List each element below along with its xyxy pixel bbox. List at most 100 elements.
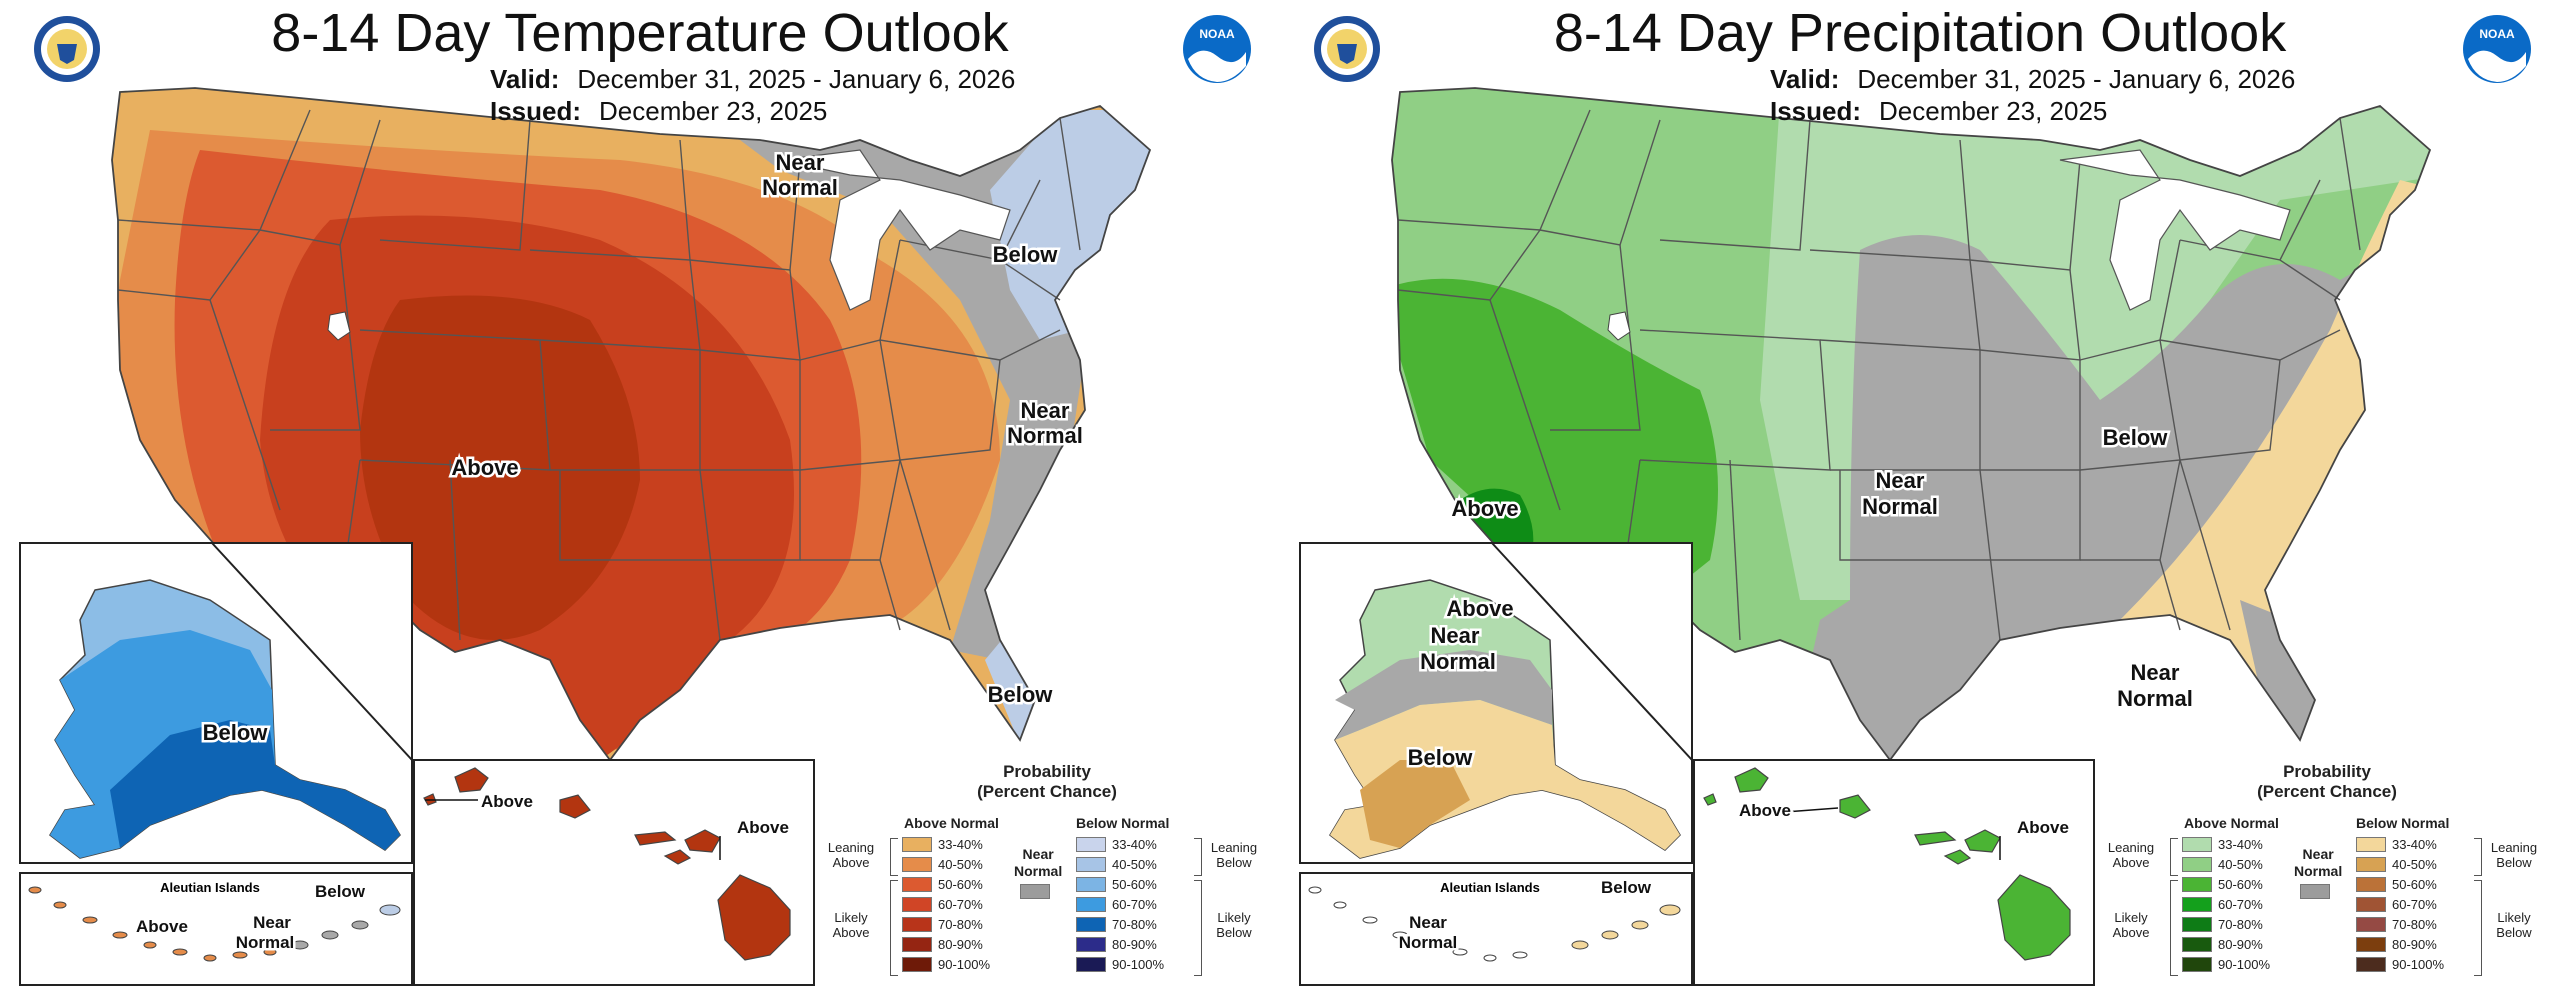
alaska-near-normal-band [1335,650,1552,740]
legend-range-label: 33-40% [938,836,983,852]
legend-swatch [902,896,932,912]
issued-line: Issued: December 23, 2025 [490,96,827,127]
legend-brace [2170,838,2178,876]
valid-label: Valid: [490,64,560,94]
legend-swatch [1076,836,1106,852]
aleutian-inset-title: Aleutian Islands [1440,880,1540,895]
legend-swatch [1076,896,1106,912]
doc-seal-icon [1314,16,1380,82]
temperature-outlook-map: Near Normal Below Near Normal Above Below … [19,87,1152,986]
legend-swatch [902,936,932,952]
label-near-normal-florida: Near Normal [2117,660,2193,711]
legend-row: 33-40% [2356,834,2444,854]
label-alaska-below: Below [1408,745,1474,770]
probability-legend: Probability (Percent Chance) Above Normal… [2098,762,2556,988]
label-below-east: Below [2103,425,2169,450]
legend-swatch [1076,956,1106,972]
legend-brace [890,880,898,976]
legend-likely-above: Likely Above [2112,910,2150,940]
legend-range-label: 40-50% [1112,856,1157,872]
legend-range-label: 70-80% [2392,916,2437,932]
legend-row: 33-40% [1076,834,1164,854]
legend-swatch [2182,856,2212,872]
legend-range-label: 40-50% [938,856,983,872]
legend-below-swatches: 33-40% 40-50% 50-60% 60-70% 70-80% 80-90% 90-1… [2356,834,2444,974]
issued-line: Issued: December 23, 2025 [1770,96,2107,127]
utah-salt-lake [1607,311,1631,341]
legend-swatch [2182,876,2212,892]
legend-above-header: Above Normal [2184,815,2279,831]
legend-row: 70-80% [2182,914,2270,934]
legend-likely-below: Likely Below [1216,910,1252,940]
legend-row: 80-90% [2182,934,2270,954]
label-alaska-above: Above [1446,596,1513,621]
svg-text:NOAA: NOAA [2479,27,2515,41]
legend-likely-below: Likely Below [2496,910,2532,940]
precipitation-outlook-panel: Above Near Normal Below Near Normal Above … [1280,0,2560,990]
label-aleutian-near-normal: Near Normal [236,913,295,952]
label-aleutian-near-normal: Near Normal [1399,913,1458,952]
legend-title: Probability (Percent Chance) [977,762,1117,801]
legend-near-normal-label: Near Normal [2294,846,2343,879]
legend-row: 80-90% [902,934,990,954]
legend-swatch [2182,896,2212,912]
label-above-southwest: Above [1451,496,1518,521]
legend-brace [890,838,898,876]
legend-range-label: 70-80% [2218,916,2263,932]
hawaii-islands [423,767,791,961]
label-below-northeast: Below [993,242,1059,267]
utah-salt-lake [327,311,351,341]
legend-swatch [902,876,932,892]
legend-range-label: 90-100% [2392,956,2445,972]
probability-legend: Probability (Percent Chance) Above Normal… [818,762,1276,988]
legend-range-label: 90-100% [1112,956,1165,972]
noaa-logo-icon: NOAA [1183,15,1251,83]
label-alaska-below: Below [203,720,269,745]
legend-brace [2474,880,2482,976]
legend-row: 50-60% [2182,874,2270,894]
legend-range-label: 33-40% [2392,836,2437,852]
legend-range-label: 60-70% [1112,896,1157,912]
doc-seal-icon [34,16,100,82]
aleutian-islands-near [291,920,369,950]
legend-range-label: 40-50% [2392,856,2437,872]
legend-row: 50-60% [1076,874,1164,894]
legend-swatch [2182,916,2212,932]
legend-range-label: 50-60% [938,876,983,892]
legend-brace [1194,880,1202,976]
legend-swatch [2182,956,2212,972]
alaska-inset-connector [1491,542,1693,761]
legend-likely-above: Likely Above [832,910,870,940]
legend-swatch [2356,836,2386,852]
legend-title: Probability (Percent Chance) [2257,762,2397,801]
legend-swatch [2356,936,2386,952]
legend-above-header: Above Normal [904,815,999,831]
near-normal-florida [2240,600,2320,745]
legend-row: 33-40% [2182,834,2270,854]
label-hawaii-above-west: Above [1739,801,1791,820]
issued-label: Issued: [1770,96,1862,126]
valid-value: December 31, 2025 - January 6, 2026 [577,64,1016,94]
valid-line: Valid: December 31, 2025 - January 6, 202… [1770,64,2295,95]
legend-near-normal-swatch [1020,884,1050,899]
legend-swatch [2356,916,2386,932]
legend-row: 40-50% [1076,854,1164,874]
issued-value: December 23, 2025 [1879,96,2108,126]
legend-range-label: 60-70% [2218,896,2263,912]
legend-swatch [2182,836,2212,852]
label-below-florida: Below [988,682,1054,707]
legend-range-label: 60-70% [2392,896,2437,912]
legend-swatch [2356,876,2386,892]
legend-swatch [2356,856,2386,872]
alaska-band-3 [110,720,400,850]
legend-near-normal-swatch [2300,884,2330,899]
legend-row: 90-100% [1076,954,1164,974]
precipitation-outlook-map: Above Near Normal Below Near Normal Above … [1299,87,2432,986]
page-title: 8-14 Day Precipitation Outlook [1553,3,2287,63]
legend-leaning-below: Leaning Below [2490,840,2538,870]
legend-row: 60-70% [902,894,990,914]
above-region-mid-green [1392,278,1718,600]
valid-label: Valid: [1770,64,1840,94]
legend-below-header: Below Normal [1076,815,1170,831]
legend-swatch [1076,856,1106,872]
